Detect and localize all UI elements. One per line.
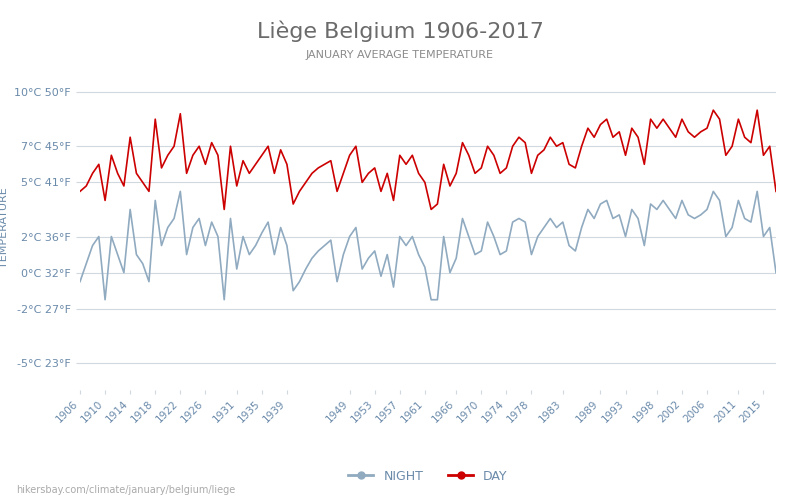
Legend: NIGHT, DAY: NIGHT, DAY [343, 465, 513, 488]
Text: hikersbay.com/climate/january/belgium/liege: hikersbay.com/climate/january/belgium/li… [16, 485, 235, 495]
Text: JANUARY AVERAGE TEMPERATURE: JANUARY AVERAGE TEMPERATURE [306, 50, 494, 60]
Y-axis label: TEMPERATURE: TEMPERATURE [0, 187, 9, 268]
Text: Liège Belgium 1906-2017: Liège Belgium 1906-2017 [257, 20, 543, 42]
